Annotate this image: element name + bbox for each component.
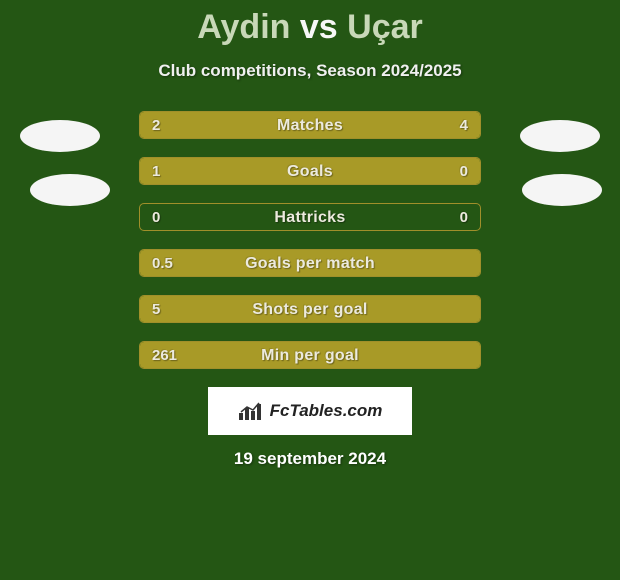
stat-value-left: 261 bbox=[152, 342, 177, 369]
footer-date: 19 september 2024 bbox=[0, 449, 620, 469]
stat-value-left: 1 bbox=[152, 158, 160, 185]
player2-badge-top bbox=[520, 120, 600, 152]
stat-label: Shots per goal bbox=[252, 296, 367, 323]
stat-row-goals-per-match: 0.5 Goals per match bbox=[139, 249, 481, 277]
stat-label: Goals bbox=[287, 158, 333, 185]
player1-badge-bottom bbox=[30, 174, 110, 206]
player1-name: Aydin bbox=[197, 8, 290, 46]
stat-label: Hattricks bbox=[274, 204, 345, 231]
stat-value-left: 2 bbox=[152, 112, 160, 139]
stats-container: 2 Matches 4 1 Goals 0 0 Hattricks 0 0.5 … bbox=[139, 111, 481, 369]
stat-value-right: 0 bbox=[460, 204, 468, 231]
comparison-title: Aydin vs Uçar bbox=[0, 0, 620, 47]
stat-value-left: 0.5 bbox=[152, 250, 173, 277]
player2-badge-bottom bbox=[522, 174, 602, 206]
stat-value-left: 0 bbox=[152, 204, 160, 231]
vs-separator: vs bbox=[300, 8, 338, 46]
stat-label: Goals per match bbox=[245, 250, 375, 277]
stat-row-hattricks: 0 Hattricks 0 bbox=[139, 203, 481, 231]
stat-row-matches: 2 Matches 4 bbox=[139, 111, 481, 139]
bar-chart-icon bbox=[238, 401, 264, 421]
stat-row-min-per-goal: 261 Min per goal bbox=[139, 341, 481, 369]
logo-text: FcTables.com bbox=[270, 401, 383, 421]
stat-fill-left bbox=[140, 158, 402, 184]
player2-name: Uçar bbox=[347, 8, 423, 46]
stat-label: Matches bbox=[277, 112, 343, 139]
stat-value-left: 5 bbox=[152, 296, 160, 323]
stat-value-right: 4 bbox=[460, 112, 468, 139]
player1-badge-top bbox=[20, 120, 100, 152]
stat-label: Min per goal bbox=[261, 342, 359, 369]
stat-fill-right bbox=[402, 158, 480, 184]
stat-value-right: 0 bbox=[460, 158, 468, 185]
fctables-logo[interactable]: FcTables.com bbox=[208, 387, 412, 435]
subtitle: Club competitions, Season 2024/2025 bbox=[0, 61, 620, 81]
stat-row-shots-per-goal: 5 Shots per goal bbox=[139, 295, 481, 323]
stat-row-goals: 1 Goals 0 bbox=[139, 157, 481, 185]
